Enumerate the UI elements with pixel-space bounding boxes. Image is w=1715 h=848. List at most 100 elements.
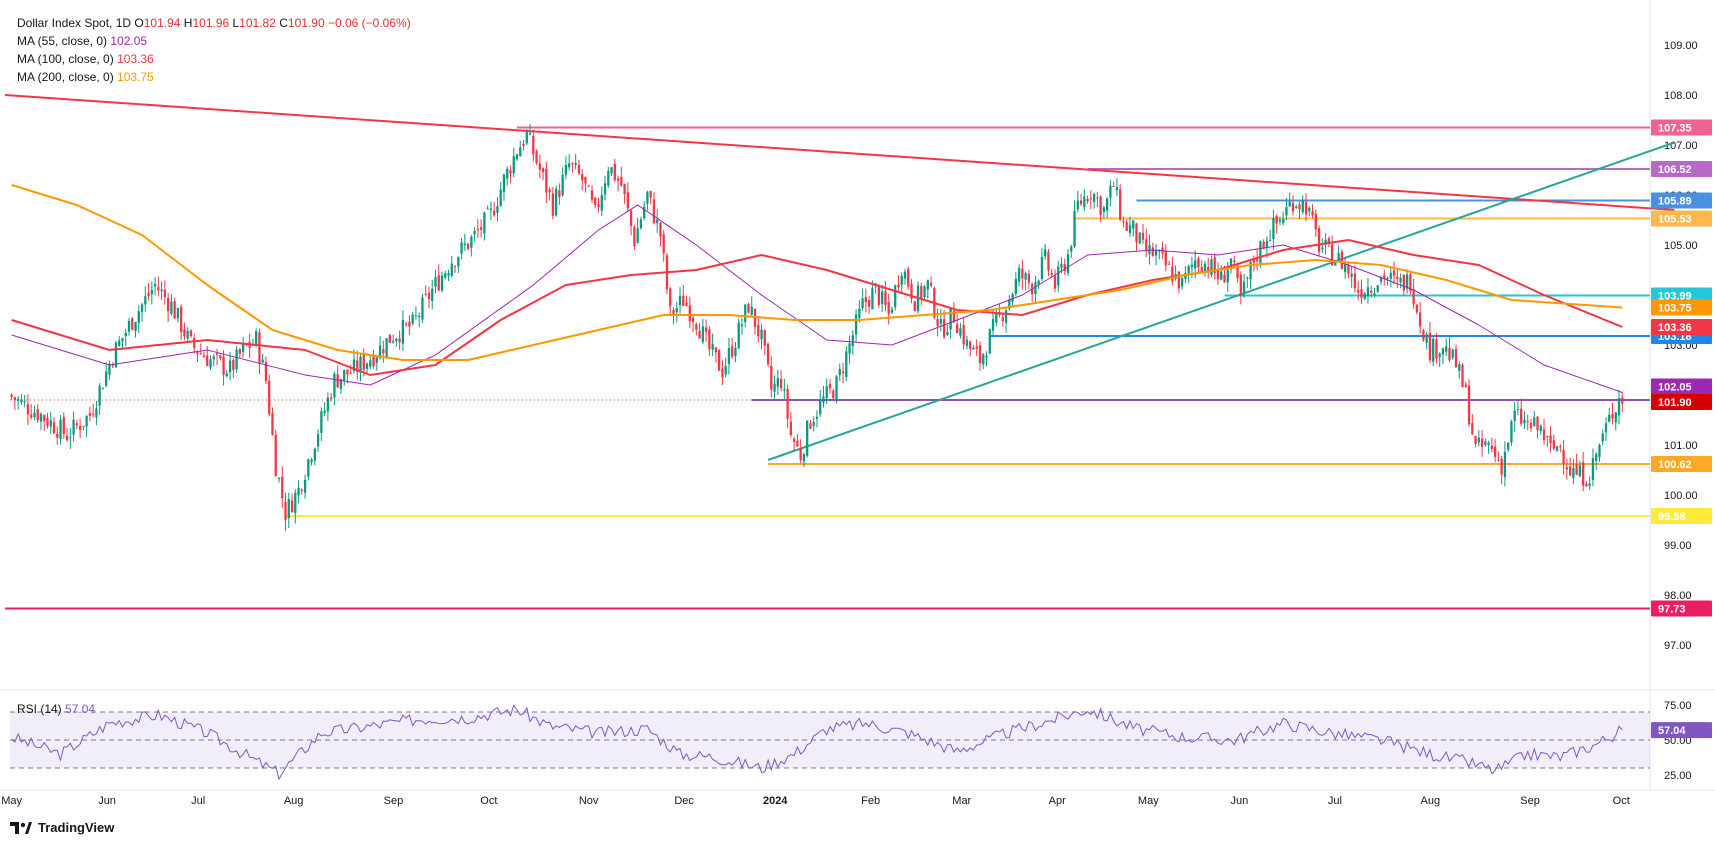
candle-body [163,289,167,297]
tradingview-brand: TradingView [10,820,114,835]
candle-body [499,189,502,206]
ohlc-open-value: 101.94 [143,16,181,30]
candle-body [1591,458,1595,480]
candle-body [1327,238,1330,243]
candle-body [652,199,656,224]
candle-body [1092,194,1096,203]
candle-body [1252,260,1255,263]
candle-body [39,413,43,422]
candle-body [695,324,698,330]
candle-body [222,356,225,375]
candle-body [571,163,574,165]
level-price-tag: 106.52 [1658,164,1692,176]
candle-body [867,299,871,307]
candle-body [1291,203,1295,212]
y-tick-label: 108.00 [1664,90,1698,102]
rsi-label: RSI (14) [17,702,62,716]
moving-average-line [11,184,1623,361]
candle-body [1180,277,1184,287]
candle-body [1034,282,1037,295]
candle-body [1213,257,1216,273]
candle-body [956,324,959,334]
candle-body [1513,410,1516,421]
candle-body [1464,384,1467,387]
candle-body [401,319,405,344]
candle-body [470,236,473,248]
candle-body [209,359,212,368]
candle-body [848,343,851,354]
ohlc-low-label: L [232,16,240,30]
candle-body [1608,414,1611,422]
candle-body [183,329,186,337]
candle-body [457,257,460,267]
candle-body [300,489,303,491]
brand-name: TradingView [38,820,115,835]
rsi-price-tag-bg [1651,722,1712,739]
candle-body [1448,347,1451,361]
candle-body [173,301,176,319]
candle-body [786,388,789,419]
chart-legend: Dollar Index Spot, 1D O101.94 H101.96 L1… [17,14,411,86]
candle-body [838,368,841,376]
candle-body [688,305,691,322]
candle-body [763,329,766,346]
symbol-title: Dollar Index Spot, 1D [17,16,132,30]
ma200-value: 103.75 [117,70,154,84]
candle-body [352,359,356,372]
candle-body [33,412,36,418]
candles-group [10,124,1624,531]
candle-body [186,330,189,339]
indicator-price-tag-bg [1651,378,1712,395]
candle-body [1109,185,1112,198]
candle-body [1210,259,1213,276]
x-tick-label: Sep [384,795,404,807]
indicator-price-tag: 103.36 [1658,322,1692,334]
candle-body [202,355,206,358]
candle-body [1418,312,1422,327]
candle-body [714,347,718,353]
candle-body [49,420,52,427]
candle-body [1275,215,1278,224]
moving-average-line [11,238,1623,377]
candle-body [851,335,854,347]
y-tick-label: 100.00 [1664,490,1698,502]
candle-body [26,404,30,415]
candle-body [1611,414,1614,419]
candle-body [528,133,532,135]
candle-body [832,390,835,399]
candle-body [675,307,678,313]
x-tick-label: Aug [1421,795,1441,807]
candle-body [903,271,907,279]
candle-body [535,151,538,163]
candle-body [1278,219,1282,222]
candle-body [75,423,78,426]
candle-body [225,373,228,377]
candle-body [88,413,92,416]
candle-body [121,337,124,342]
candle-body [421,297,424,320]
candle-body [320,411,323,433]
y-tick-label: 97.00 [1664,640,1692,652]
candle-body [1428,332,1432,361]
candle-body [101,388,105,390]
candle-body [1171,266,1174,282]
candle-body [1083,196,1086,208]
candle-body [1526,420,1529,422]
candle-body [1588,483,1591,487]
candle-body [127,320,131,332]
candle-body [1151,247,1154,257]
candle-body [1308,207,1311,212]
candle-body [1044,249,1047,257]
ma100-label: MA (100, close, 0) [17,52,114,66]
candle-body [1050,272,1053,275]
candle-body [1409,274,1412,292]
candle-body [95,408,98,418]
x-tick-label: Jul [191,795,205,807]
candle-body [92,413,95,415]
candle-body [1458,364,1461,371]
candle-body [858,308,861,319]
candle-body [284,501,287,520]
candle-body [1451,349,1454,358]
rsi-tick-label: 25.00 [1664,770,1692,782]
